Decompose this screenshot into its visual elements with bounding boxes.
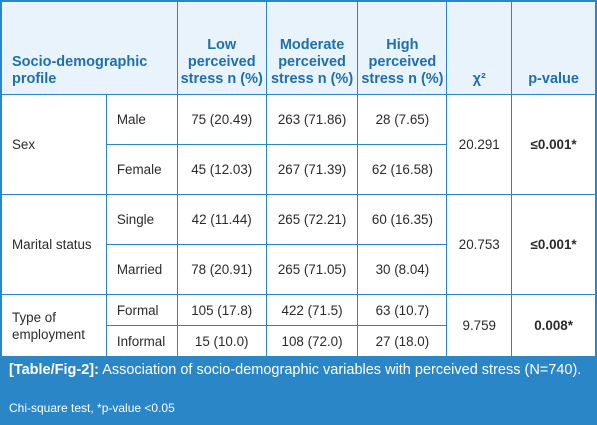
low-stress-cell: 78 (20.91) xyxy=(176,244,267,295)
category-cell: Formal xyxy=(105,294,178,326)
moderate-stress-cell: 265 (72.21) xyxy=(265,194,359,245)
header-high-stress: High perceived stress n (%) xyxy=(357,1,448,95)
group-label-marital-status: Marital status xyxy=(1,194,107,295)
low-stress-cell: 45 (12.03) xyxy=(176,144,267,195)
p-value-cell: ≤0.001* xyxy=(511,94,596,195)
table-caption: [Table/Fig-2]: Association of socio-demo… xyxy=(1,357,596,424)
moderate-stress-cell: 265 (71.05) xyxy=(265,244,359,295)
low-stress-cell: 105 (17.8) xyxy=(176,294,267,326)
chi-square-cell: 20.753 xyxy=(446,194,513,295)
chi-square-cell: 20.291 xyxy=(446,94,513,195)
category-cell: Married xyxy=(105,244,178,295)
group-label-employment: Type of employment xyxy=(1,294,107,357)
header-row: Socio-demographic profile Low perceived … xyxy=(1,1,596,95)
high-stress-cell: 28 (7.65) xyxy=(357,94,448,145)
table-row: Married 78 (20.91) 265 (71.05) 30 (8.04) xyxy=(2,244,596,295)
header-p-value: p-value xyxy=(511,1,596,95)
header-profile: Socio-demographic profile xyxy=(1,1,178,95)
p-value-cell: 0.008* xyxy=(511,294,596,357)
low-stress-cell: 42 (11.44) xyxy=(176,194,267,245)
high-stress-cell: 62 (16.58) xyxy=(357,144,448,195)
p-value-cell: ≤0.001* xyxy=(511,194,596,295)
table-row: Female 45 (12.03) 267 (71.39) 62 (16.58) xyxy=(2,144,596,195)
table-row: Sex Male 75 (20.49) 263 (71.86) 28 (7.65… xyxy=(1,94,596,195)
moderate-stress-cell: 263 (71.86) xyxy=(265,94,359,145)
low-stress-cell: 15 (10.0) xyxy=(176,325,267,357)
caption-note: Chi-square test, *p-value <0.05 xyxy=(9,401,175,415)
table-row: Type of employment Formal 105 (17.8) 422… xyxy=(1,294,596,357)
caption-title: [Table/Fig-2]: Association of socio-demo… xyxy=(9,362,587,379)
caption-label: [Table/Fig-2]: xyxy=(9,362,99,378)
category-cell: Single xyxy=(105,194,178,245)
header-moderate-stress: Moderate perceived stress n (%) xyxy=(265,1,359,95)
high-stress-cell: 60 (16.35) xyxy=(357,194,448,245)
table-row: Marital status Single 42 (11.44) 265 (72… xyxy=(1,194,596,295)
header-chi-square: χ² xyxy=(446,1,513,95)
moderate-stress-cell: 267 (71.39) xyxy=(265,144,359,195)
moderate-stress-cell: 422 (71.5) xyxy=(265,294,359,326)
high-stress-cell: 30 (8.04) xyxy=(357,244,448,295)
high-stress-cell: 27 (18.0) xyxy=(357,325,448,357)
category-cell: Informal xyxy=(105,325,178,357)
group-label-sex: Sex xyxy=(1,94,107,195)
category-cell: Female xyxy=(105,144,178,195)
high-stress-cell: 63 (10.7) xyxy=(357,294,448,326)
table-row: Informal 15 (10.0) 108 (72.0) 27 (18.0) xyxy=(2,325,596,357)
chi-square-cell: 9.759 xyxy=(446,294,513,357)
caption-text: Association of socio-demographic variabl… xyxy=(102,362,582,378)
header-low-stress: Low perceived stress n (%) xyxy=(176,1,267,95)
category-cell: Male xyxy=(105,94,178,145)
low-stress-cell: 75 (20.49) xyxy=(176,94,267,145)
stress-association-table: Socio-demographic profile Low perceived … xyxy=(1,1,596,357)
moderate-stress-cell: 108 (72.0) xyxy=(265,325,359,357)
